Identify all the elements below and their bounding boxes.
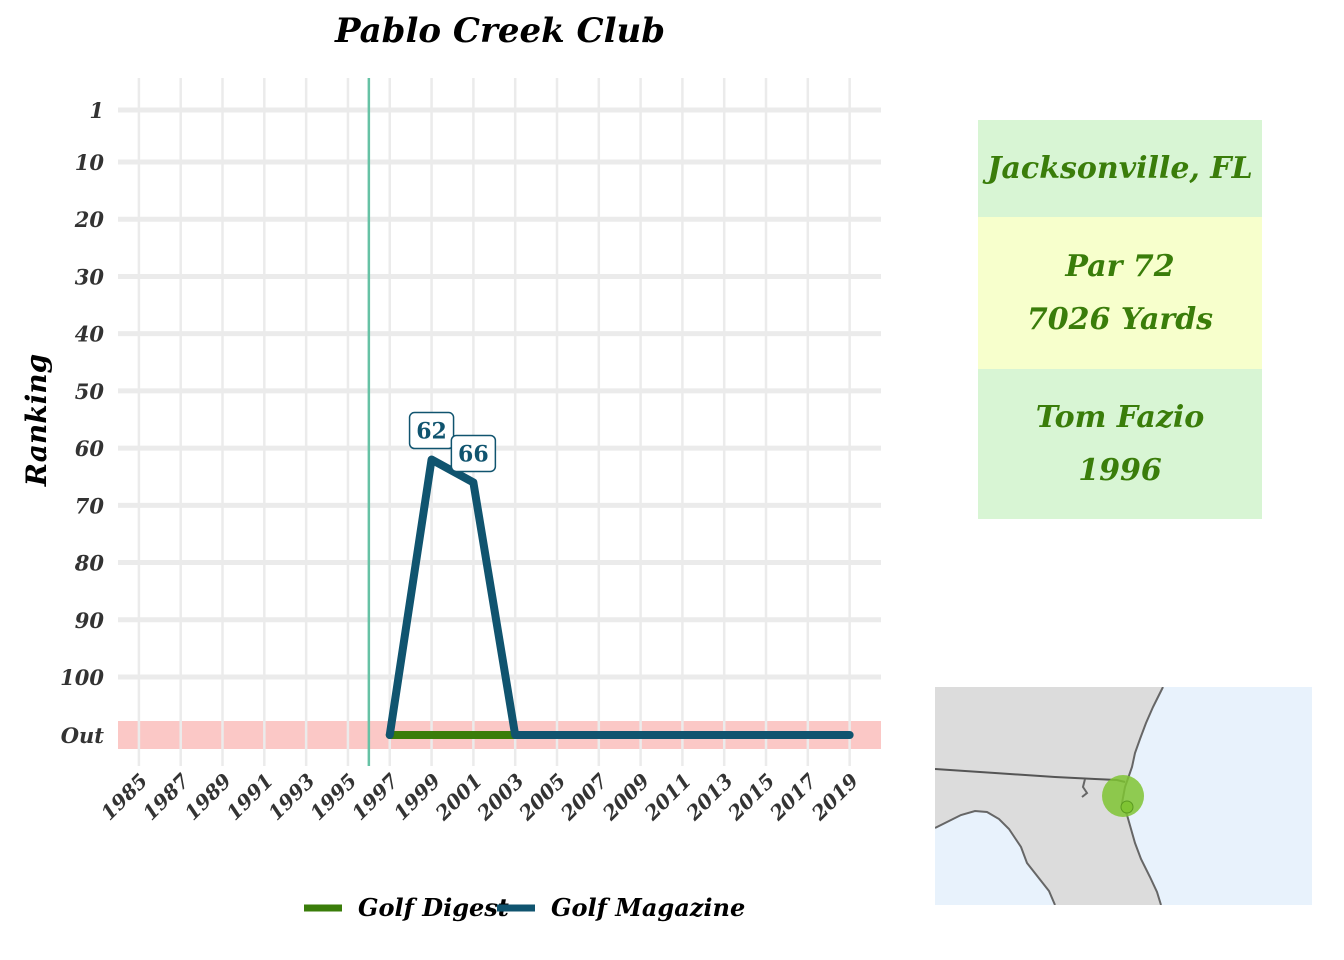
x-tick-label: 2019 bbox=[806, 769, 863, 826]
land-area bbox=[935, 687, 1163, 905]
x-tick-label: 2015 bbox=[723, 769, 780, 826]
legend-label: Golf Magazine bbox=[551, 893, 745, 922]
data-label: 66 bbox=[450, 434, 497, 473]
y-tick-label: 30 bbox=[75, 264, 105, 289]
x-tick-label: 2001 bbox=[430, 769, 487, 826]
map-svg bbox=[934, 686, 1312, 906]
y-tick-label: 20 bbox=[74, 207, 105, 232]
x-tick-label: 2007 bbox=[555, 769, 612, 826]
data-label-text: 62 bbox=[416, 419, 447, 445]
par-text: Par 72 bbox=[1065, 249, 1175, 284]
course-stats-box: Par 72 7026 Yards bbox=[978, 217, 1262, 369]
data-label-text: 66 bbox=[458, 441, 489, 467]
x-tick-label: 1997 bbox=[347, 769, 403, 825]
x-tick-label: 1987 bbox=[138, 769, 194, 825]
y-tick-label: 1 bbox=[89, 98, 104, 123]
series-line bbox=[385, 455, 854, 739]
y-tick-label: 70 bbox=[75, 493, 105, 518]
x-tick-label: 1985 bbox=[96, 769, 152, 825]
x-tick-label: 1989 bbox=[180, 769, 236, 825]
y-tick-label: 90 bbox=[75, 608, 105, 633]
yardage-text: 7026 Yards bbox=[1026, 302, 1214, 337]
chart-title: Pablo Creek Club bbox=[334, 11, 665, 51]
y-tick-label: 80 bbox=[74, 551, 105, 576]
y-tick-label: Out bbox=[61, 723, 105, 748]
architect-text: Tom Fazio bbox=[1035, 400, 1205, 435]
x-tick-label: 2013 bbox=[681, 769, 738, 826]
x-tick-label: 1991 bbox=[222, 769, 278, 825]
course-info-panel: Jacksonville, FL Par 72 7026 Yards Tom F… bbox=[978, 120, 1262, 519]
y-axis-label: Ranking bbox=[20, 354, 53, 487]
course-location-marker bbox=[1102, 775, 1144, 817]
data-label-box bbox=[450, 434, 497, 473]
y-tick-label: 40 bbox=[75, 322, 105, 347]
location-text: Jacksonville, FL bbox=[987, 151, 1253, 186]
y-tick-label: 60 bbox=[75, 436, 105, 461]
legend-label: Golf Digest bbox=[358, 893, 509, 922]
y-tick-label: 100 bbox=[60, 665, 104, 690]
plot-area: 1102030405060708090100Out198519871989199… bbox=[60, 78, 881, 826]
x-tick-label: 2009 bbox=[597, 769, 654, 826]
x-tick-label: 2003 bbox=[472, 769, 529, 826]
x-tick-label: 1999 bbox=[389, 769, 445, 825]
legend: Golf Digest Golf Magazine bbox=[304, 893, 745, 922]
y-tick-label: 50 bbox=[75, 379, 105, 404]
x-tick-label: 2017 bbox=[764, 769, 821, 826]
data-label-box bbox=[408, 411, 455, 450]
location-map bbox=[934, 686, 1312, 906]
architect-box: Tom Fazio 1996 bbox=[978, 369, 1262, 519]
year-built-text: 1996 bbox=[1078, 453, 1162, 488]
location-box: Jacksonville, FL bbox=[978, 120, 1262, 217]
gulf-coastline bbox=[934, 809, 1056, 906]
course-location-dot bbox=[1120, 800, 1134, 814]
y-tick-label: 10 bbox=[75, 150, 105, 175]
x-tick-label: 1995 bbox=[305, 769, 361, 825]
x-tick-label: 1993 bbox=[263, 769, 319, 825]
x-tick-label: 2011 bbox=[639, 769, 696, 826]
river bbox=[1081, 778, 1089, 798]
x-tick-label: 2005 bbox=[513, 769, 570, 826]
data-label: 62 bbox=[408, 411, 455, 450]
